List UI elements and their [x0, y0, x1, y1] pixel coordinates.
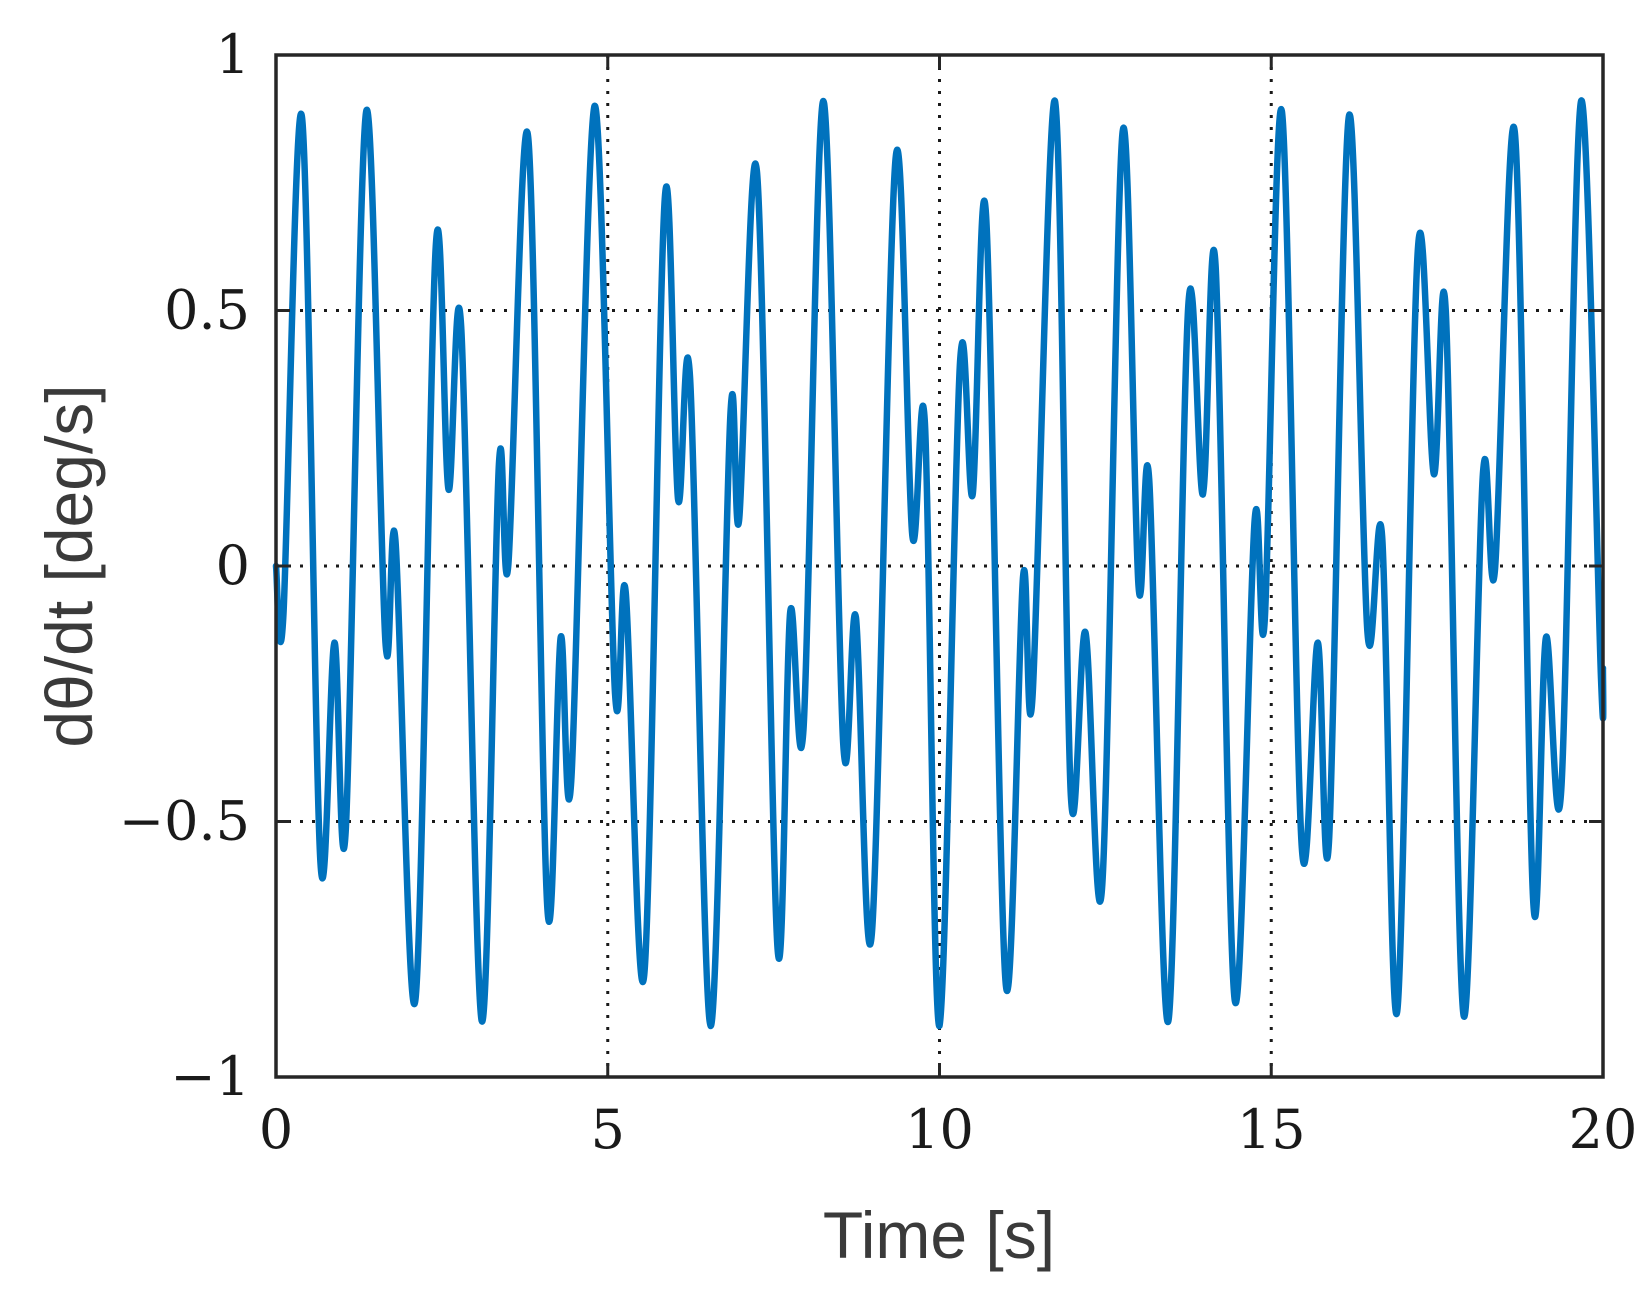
x-tick-label: 10: [905, 1098, 974, 1161]
y-tick-label: 0: [216, 534, 250, 597]
series-line: [272, 97, 1607, 1030]
series-layer: [272, 97, 1607, 1030]
x-tick-label: 0: [259, 1098, 293, 1161]
y-axis-ticks: −1 −0.5 0 0.5 1: [119, 23, 1603, 1108]
y-tick-label: 0.5: [164, 279, 250, 342]
x-tick-label: 5: [591, 1098, 625, 1161]
x-axis-ticks: 0 5 10 15 20: [259, 55, 1638, 1161]
x-axis-label: Time [s]: [823, 1198, 1055, 1272]
y-tick-label: −0.5: [119, 790, 250, 853]
x-tick-label: 20: [1569, 1098, 1638, 1161]
x-tick-label: 15: [1237, 1098, 1306, 1161]
y-axis-label: dθ/dt [deg/s]: [32, 384, 106, 747]
y-tick-label: 1: [216, 23, 250, 86]
y-tick-label: −1: [170, 1045, 250, 1108]
